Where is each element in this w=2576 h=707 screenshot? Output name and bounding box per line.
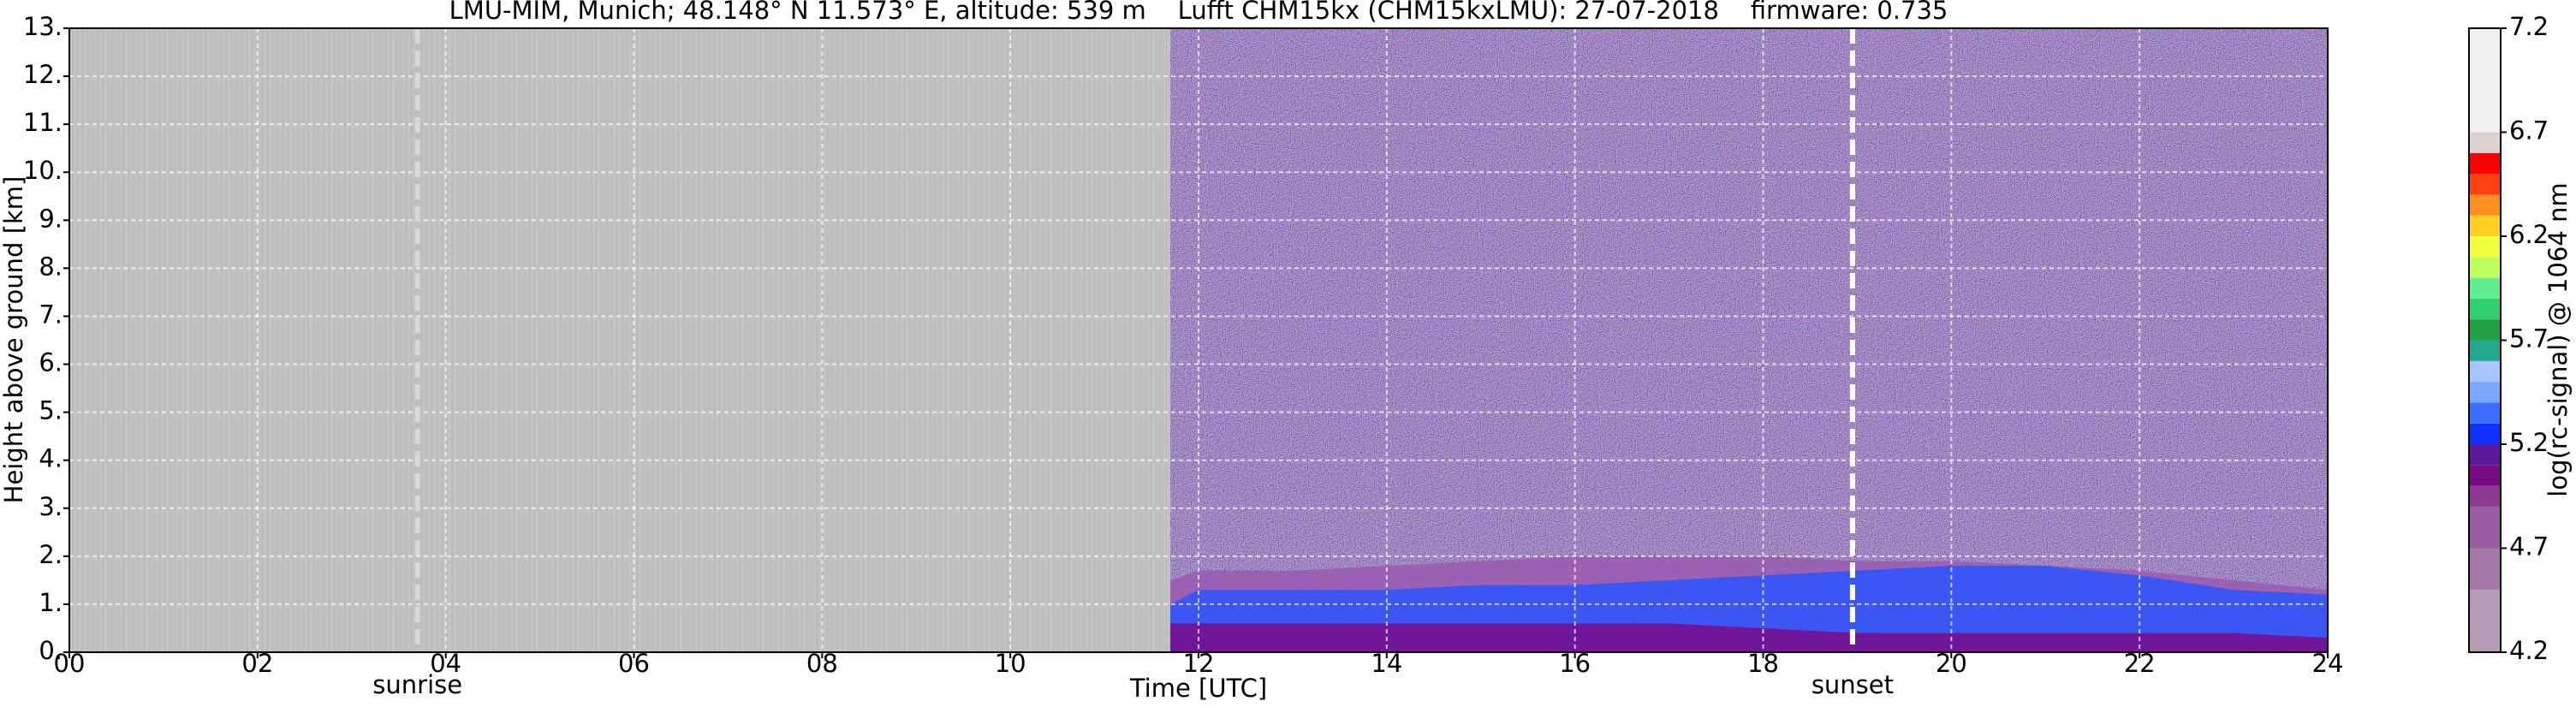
colorbar-segment	[2469, 360, 2501, 383]
y-tick-label: 8.	[39, 252, 62, 281]
no-data-region	[69, 28, 1171, 652]
y-tick-label: 11.	[23, 108, 62, 137]
x-tick-label: 16	[1559, 649, 1591, 678]
x-tick-label: 00	[54, 649, 86, 678]
x-tick-label: 24	[2312, 649, 2344, 678]
y-tick-label: 1.	[39, 588, 62, 617]
y-tick-label: 2.	[39, 540, 62, 569]
x-tick-label: 04	[430, 649, 461, 678]
y-tick-label: 5.	[39, 396, 62, 425]
tint	[1170, 28, 2328, 652]
background-signal	[1170, 28, 2328, 652]
colorbar-segment	[2469, 152, 2501, 175]
colorbar-segment	[2469, 506, 2501, 549]
y-tick-label: 4.	[39, 444, 62, 473]
y-tick-label: 7.	[39, 300, 62, 329]
y-tick-label: 13.	[23, 12, 62, 41]
colorbar-tick-label: 6.2	[2509, 220, 2549, 249]
colorbar-segment	[2469, 423, 2501, 444]
x-axis-label: Time [UTC]	[1129, 674, 1267, 703]
colorbar-tick-label: 4.7	[2509, 532, 2549, 561]
colorbar-segment	[2469, 465, 2501, 486]
x-tick-label: 18	[1747, 649, 1779, 678]
colorbar-tick-label: 7.2	[2509, 12, 2549, 41]
colorbar-tick-label: 4.2	[2509, 636, 2549, 665]
colorbar-segment	[2469, 277, 2501, 299]
colorbar-segment	[2469, 194, 2501, 216]
x-tick-label: 06	[618, 649, 650, 678]
colorbar-tick-label: 6.7	[2509, 116, 2549, 146]
colorbar-segment	[2469, 257, 2501, 278]
colorbar-segment	[2469, 340, 2501, 361]
y-tick-label: 12.	[23, 60, 62, 89]
chart-title: LMU-MIM, Munich; 48.148° N 11.573° E, al…	[449, 0, 1948, 25]
colorbar-segment	[2469, 382, 2501, 403]
event-label: sunrise	[372, 670, 462, 699]
colorbar-segment	[2469, 298, 2501, 320]
colorbar-segment	[2469, 319, 2501, 341]
y-axis-label: Height above ground [km]	[0, 176, 28, 504]
x-tick-label: 14	[1371, 649, 1402, 678]
y-tick-label: 0.	[39, 636, 62, 665]
y-tick-label: 6.	[39, 348, 62, 377]
colorbar-tick-label: 5.2	[2509, 428, 2549, 457]
colorbar-segment	[2469, 485, 2501, 507]
event-label: sunset	[1812, 670, 1894, 699]
colorbar-segment	[2469, 174, 2501, 195]
y-tick-label: 9.	[39, 204, 62, 233]
colorbar-segment	[2469, 402, 2501, 424]
x-tick-label: 20	[1936, 649, 1967, 678]
x-tick-label: 10	[995, 649, 1026, 678]
colorbar-tick-label: 5.7	[2509, 324, 2549, 354]
y-tick-label: 10.	[23, 156, 62, 185]
colorbar-segment	[2469, 132, 2501, 153]
x-tick-label: 08	[806, 649, 838, 678]
x-tick-label: 02	[241, 649, 273, 678]
colorbar-label: log(rc-signal) @ 1064 nm	[2543, 182, 2573, 496]
aerosol-layer	[1170, 623, 2328, 652]
colorbar-segment	[2469, 548, 2501, 591]
colorbar-segment	[2469, 444, 2501, 466]
y-tick-label: 3.	[39, 492, 62, 521]
x-tick-label: 22	[2124, 649, 2156, 678]
colorbar-segment	[2469, 590, 2501, 652]
colorbar-segment	[2469, 236, 2501, 258]
x-tick-label: 12	[1183, 649, 1215, 678]
colorbar-segment	[2469, 28, 2501, 133]
colorbar-segment	[2469, 215, 2501, 236]
